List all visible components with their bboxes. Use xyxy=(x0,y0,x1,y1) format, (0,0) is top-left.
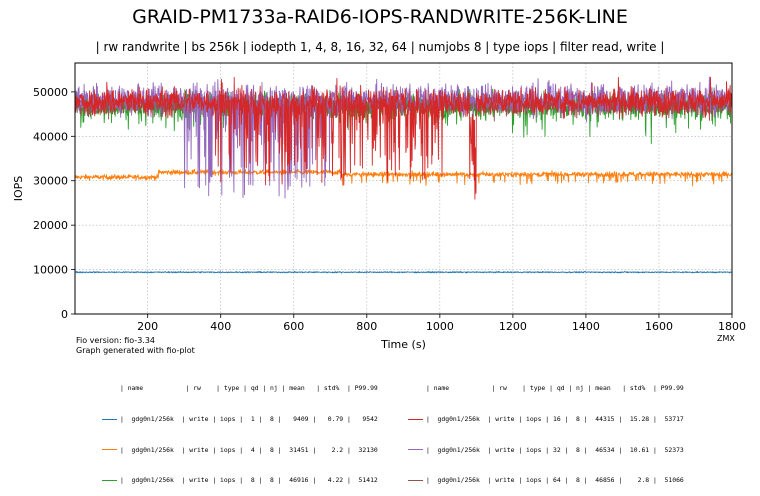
legend-entry: | gdg0n1/256k | write | iops | 4 | 8 | 3… xyxy=(102,445,378,455)
legend-entry: | gdg0n1/256k | write | iops | 64 | 8 | … xyxy=(408,475,684,485)
series-line-qd1 xyxy=(74,270,733,274)
series-lines xyxy=(74,76,733,274)
legend-swatch xyxy=(102,449,117,451)
x-tick-label: 1000 xyxy=(426,320,454,333)
legend-header: | name | rw | type | qd | nj | mean | st… xyxy=(120,384,378,393)
legend-swatch xyxy=(102,479,117,481)
y-tick-label: 10000 xyxy=(33,264,68,277)
legend-header: | name | rw | type | qd | nj | mean | st… xyxy=(426,384,684,393)
legend-swatch xyxy=(408,418,423,420)
x-tick-label: 600 xyxy=(283,320,304,333)
iops-line-chart: 200 400 600 800 1000 1200 1400 1600 1800 0 10000 20… xyxy=(12,62,746,351)
legend-swatch xyxy=(408,449,423,451)
legend-right: | name | rw | type | qd | nj | mean | st… xyxy=(408,363,684,496)
series-line-qd4 xyxy=(74,168,733,187)
x-tick-label: 400 xyxy=(210,320,231,333)
series-line-qd16 xyxy=(74,76,733,200)
x-tick-label: 1800 xyxy=(718,320,746,333)
x-tick-label: 1400 xyxy=(572,320,600,333)
legend-left: | name | rw | type | qd | nj | mean | st… xyxy=(102,363,378,496)
chart-title: GRAID-PM1733a-RAID6-IOPS-RANDWRITE-256K-… xyxy=(132,6,628,28)
legend-entry: | gdg0n1/256k | write | iops | 32 | 8 | … xyxy=(408,445,684,455)
legend-entry: | gdg0n1/256k | write | iops | 8 | 8 | 4… xyxy=(102,475,378,485)
chart-subtitle: | rw randwrite | bs 256k | iodepth 1, 4,… xyxy=(95,40,665,54)
axes: 200 400 600 800 1000 1200 1400 1600 1800 0 10000 20… xyxy=(33,86,746,333)
generated-with-note: Graph generated with fio-plot xyxy=(76,346,195,355)
y-tick-label: 40000 xyxy=(33,130,68,143)
corner-tag: ZMX xyxy=(717,334,735,343)
y-tick-label: 20000 xyxy=(33,219,68,232)
fio-version-note: Fio version: fio-3.34 xyxy=(76,336,155,345)
legend-swatch xyxy=(102,418,117,420)
plot-frame xyxy=(74,62,733,315)
y-tick-label: 50000 xyxy=(33,86,68,99)
x-tick-label: 200 xyxy=(137,320,158,333)
y-tick-label: 0 xyxy=(61,308,68,321)
y-tick-label: 30000 xyxy=(33,175,68,188)
x-axis-label: Time (s) xyxy=(380,338,426,351)
legend-entry: | gdg0n1/256k | write | iops | 16 | 8 | … xyxy=(408,414,684,424)
legend-entry: | gdg0n1/256k | write | iops | 1 | 8 | 9… xyxy=(102,414,378,424)
y-axis-label: IOPS xyxy=(12,176,25,202)
x-tick-label: 800 xyxy=(356,320,377,333)
x-tick-label: 1200 xyxy=(499,320,527,333)
legend-swatch xyxy=(408,479,423,481)
x-tick-label: 1600 xyxy=(645,320,673,333)
